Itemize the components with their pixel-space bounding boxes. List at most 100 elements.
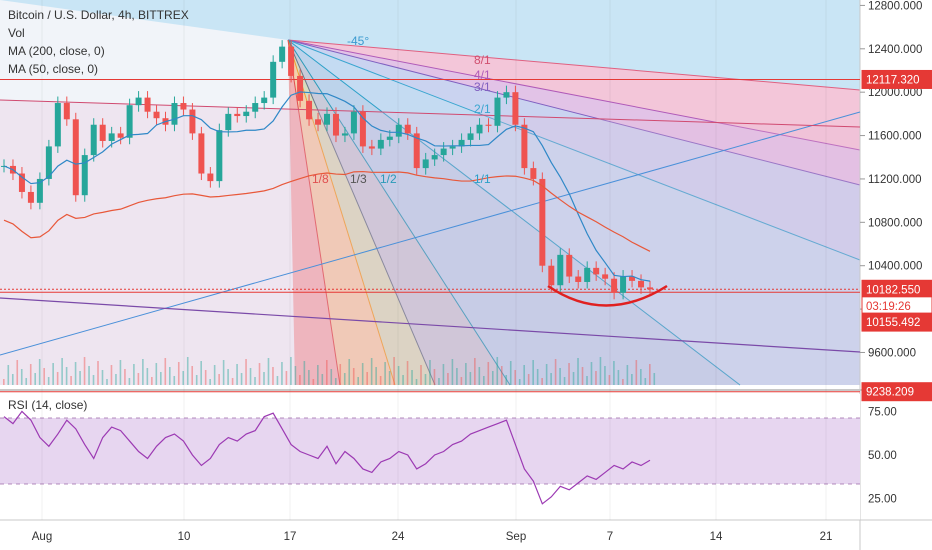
- moving-averages: [3, 91, 651, 282]
- rsi-legend[interactable]: RSI (14, close): [8, 398, 88, 412]
- volume-bar-70: [317, 365, 319, 385]
- volume-bar-109: [491, 371, 494, 385]
- trendline-down: [0, 297, 861, 353]
- price-tag-2: 03:19:26: [861, 296, 932, 316]
- volume-bar-138: [622, 379, 624, 385]
- xtick-label-2: 17: [284, 531, 297, 543]
- volume-bar-55: [249, 368, 252, 385]
- legend-ma200[interactable]: MA (200, close, 0): [8, 44, 105, 58]
- candle-11: [99, 124, 106, 141]
- volume-bar-14: [65, 367, 68, 385]
- price-tag-label-1: 10182.550: [866, 284, 920, 296]
- candle-16: [144, 97, 151, 112]
- volume-bar-40: [182, 371, 185, 385]
- volume-bar-145: [653, 373, 656, 385]
- candle-72: [647, 287, 653, 290]
- candle-24: [216, 130, 223, 182]
- drawn-lines: [0, 78, 861, 393]
- candle-20: [180, 103, 187, 110]
- volume-bar-80: [361, 363, 364, 385]
- volume-bar-139: [626, 365, 629, 385]
- volume-bar-60: [272, 367, 274, 385]
- xtick-label-4: Sep: [506, 531, 526, 543]
- volume-bar-15: [70, 376, 72, 385]
- volume-bar-59: [267, 358, 270, 385]
- volume-bar-72: [326, 360, 328, 385]
- volume-bar-49: [222, 360, 225, 385]
- volume-bar-112: [505, 375, 508, 385]
- candle-36: [324, 113, 330, 125]
- fan-labels: -45° 8/14/13/1 2/1 1/1 1/2 1/3 1/8: [312, 34, 491, 186]
- candle-43: [386, 136, 393, 140]
- candle-54: [485, 124, 492, 126]
- volume-bar-105: [474, 358, 476, 385]
- candle-59: [530, 168, 537, 179]
- price-tag-bg-3: [861, 312, 932, 332]
- volume-bar-27: [124, 369, 126, 385]
- fan-line-4: [287, 39, 741, 386]
- gann-fan-wedges: [0, 0, 861, 386]
- volume-bar-26: [119, 360, 122, 385]
- price-tag-label-0: 12117.320: [866, 74, 920, 86]
- candle-25: [225, 113, 232, 131]
- price-tag-4: 9238.209: [861, 382, 932, 402]
- candle-27: [243, 111, 250, 117]
- volume-bar-44: [200, 361, 202, 385]
- price-tag-bg-0: [861, 69, 932, 89]
- volume-bar-11: [52, 363, 54, 385]
- fan-line-0: [287, 39, 861, 91]
- fan-label-8: 1/8: [312, 172, 329, 186]
- candle-46: [413, 133, 420, 169]
- volume-bar-130: [586, 376, 588, 385]
- legend-title[interactable]: Bitcoin / U.S. Dollar, 4h, BITTREX: [8, 8, 189, 22]
- volume-bar-93: [420, 365, 422, 385]
- candle-61: [548, 265, 555, 286]
- candle-56: [503, 92, 510, 98]
- volume-bar-48: [218, 374, 220, 385]
- trend-channel-upper: [0, 100, 860, 385]
- volume-bar-33: [151, 377, 153, 385]
- candle-2: [18, 173, 25, 192]
- candle-5: [45, 146, 52, 179]
- volume-bar-82: [370, 358, 373, 385]
- candle-19: [171, 103, 178, 125]
- volume-bar-58: [263, 372, 265, 385]
- time-axis[interactable]: Aug 10 17 24 Sep 7 14 21: [32, 531, 833, 543]
- volume-bar-137: [617, 370, 620, 385]
- rsi-path: [3, 410, 651, 505]
- candle-63: [566, 254, 573, 277]
- volume-bar-4: [20, 369, 23, 385]
- volume-bar-127: [572, 372, 575, 385]
- volume-bar-38: [173, 376, 176, 385]
- price-tag-label-2: 03:19:26: [866, 301, 911, 313]
- fan-wedge-9: [0, 0, 860, 90]
- legend-ma50[interactable]: MA (50, close, 0): [8, 62, 99, 76]
- candle-68: [611, 278, 618, 293]
- legend-vol[interactable]: Vol: [8, 26, 25, 40]
- xtick-label-5: 7: [607, 531, 613, 543]
- candle-31: [279, 46, 286, 62]
- volume-bars: [3, 357, 656, 385]
- candle-45: [404, 124, 411, 134]
- xtick-label-3: 24: [392, 531, 405, 543]
- arc-drawing: [547, 284, 668, 307]
- price-candles: [1, 40, 653, 300]
- volume-bar-88: [397, 366, 400, 385]
- candle-23: [207, 173, 214, 182]
- volume-bar-75: [339, 364, 342, 385]
- volume-bar-5: [25, 378, 28, 385]
- candle-53: [476, 124, 483, 134]
- ytick-label-5: 10800.000: [868, 217, 922, 229]
- candle-10: [90, 124, 97, 156]
- fan-line-3: [287, 39, 861, 261]
- fan-label-5: 1/1: [474, 172, 491, 186]
- volume-bar-111: [500, 366, 503, 385]
- fan-line-1: [287, 39, 861, 151]
- volume-bar-9: [43, 368, 45, 385]
- price-tags: 12117.320 10182.550 03:19:26 10155.492 9238.…: [861, 69, 932, 402]
- volume-bar-71: [321, 374, 324, 385]
- volume-bar-42: [191, 366, 194, 385]
- candle-33: [297, 75, 304, 101]
- volume-bar-62: [281, 362, 283, 385]
